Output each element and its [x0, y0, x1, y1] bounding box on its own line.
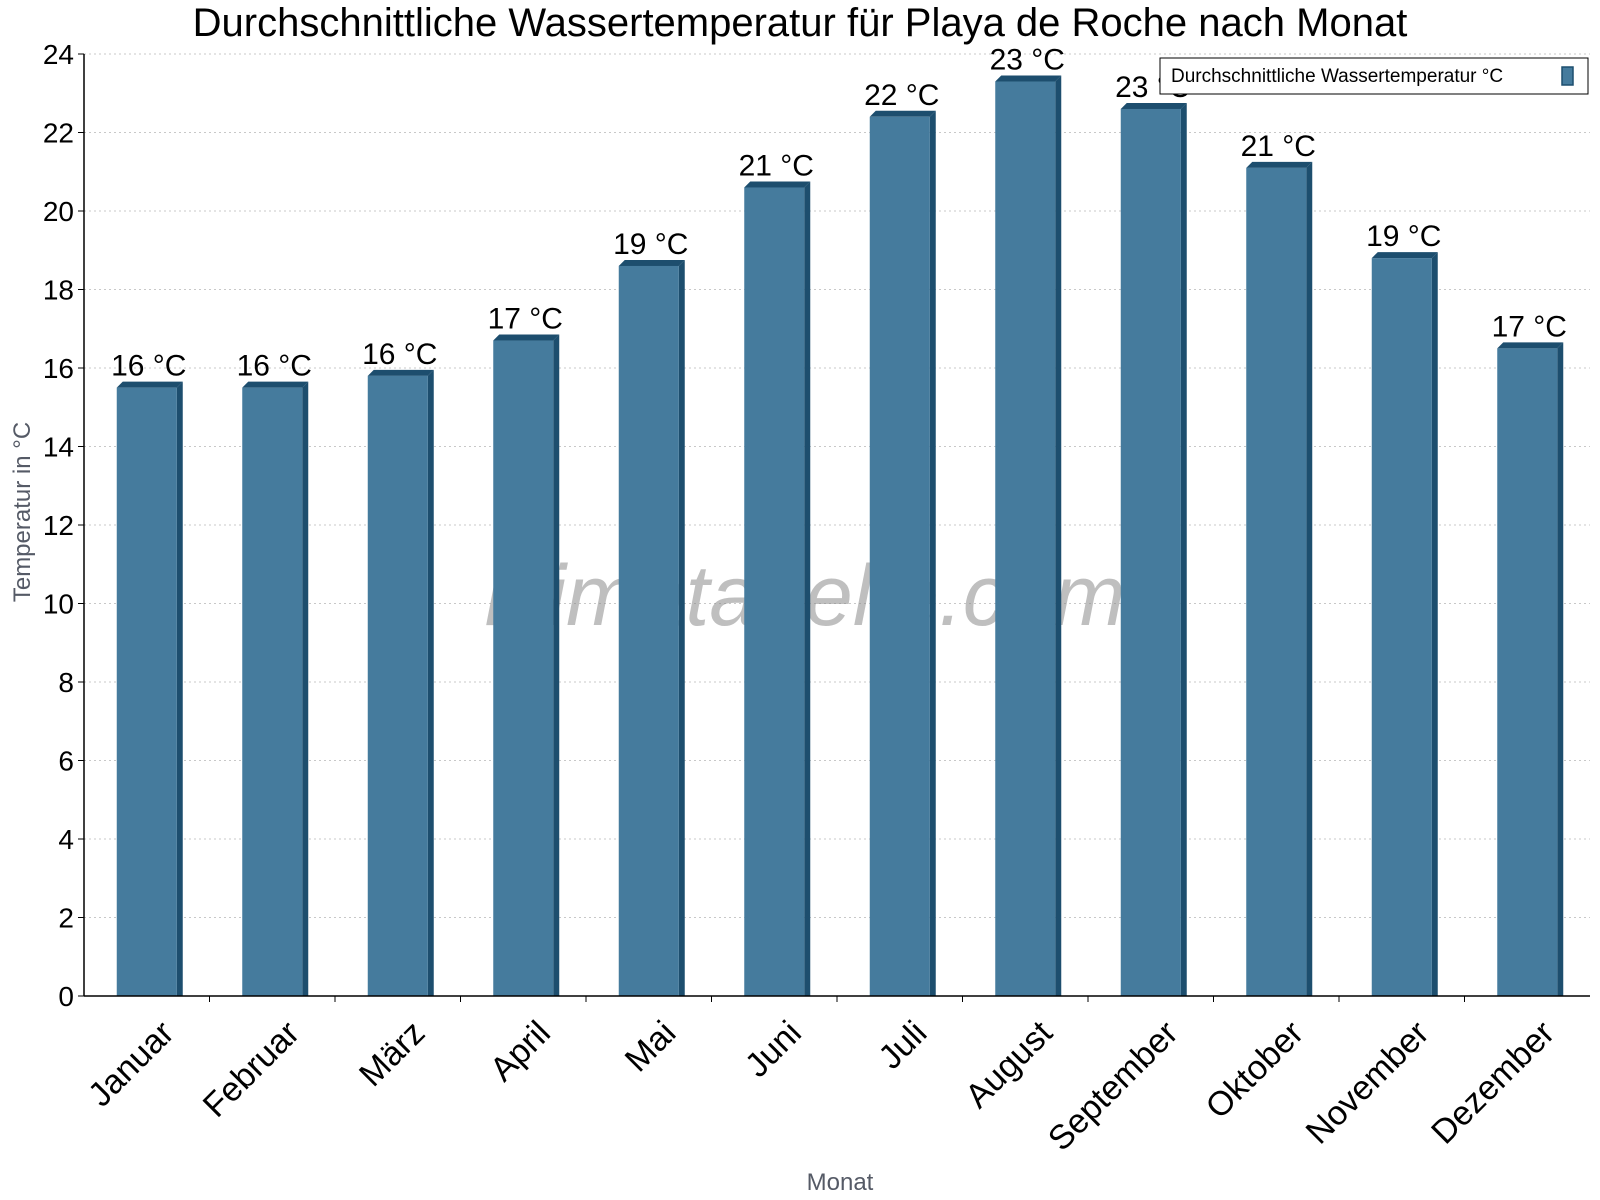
- x-tick-label: April: [483, 1014, 558, 1089]
- bar: [1120, 102, 1187, 996]
- bar-side: [1431, 252, 1438, 997]
- y-tick-label: 10: [43, 589, 74, 620]
- data-label: 19 °C: [613, 228, 688, 261]
- legend-label: Durchschnittliche Wassertemperatur °C: [1171, 66, 1503, 87]
- bar-side: [553, 334, 560, 996]
- data-label: 21 °C: [739, 149, 814, 182]
- data-label: 16 °C: [362, 338, 437, 371]
- bar-side: [427, 369, 434, 997]
- bar-top: [995, 75, 1062, 82]
- legend-swatch: [1561, 66, 1574, 86]
- x-tick-labels: Januar Februar März April Mai Juni Juli AugustS…: [81, 1013, 1562, 1158]
- y-tick-label: 16: [43, 353, 74, 384]
- y-tick-label: 6: [58, 746, 74, 777]
- bar-face: [1497, 348, 1558, 996]
- bar-face: [1120, 108, 1181, 996]
- x-tick-label: Mai: [618, 1014, 684, 1080]
- bar: [744, 181, 811, 996]
- bar-face: [493, 340, 554, 996]
- x-tick-label: Oktober: [1198, 1014, 1310, 1126]
- chart-title: Durchschnittliche Wassertemperatur für P…: [193, 1, 1408, 45]
- bar: [1497, 342, 1564, 996]
- bar: [1246, 161, 1313, 996]
- y-tick-label: 22: [43, 118, 74, 149]
- bar-side: [1306, 161, 1313, 996]
- legend-box: [1159, 57, 1589, 95]
- x-tick-label: Juni: [738, 1014, 809, 1085]
- x-tick-label: August: [958, 1013, 1060, 1115]
- bar-top: [116, 381, 183, 388]
- x-axis-label: Monat: [807, 1169, 874, 1196]
- bar: [493, 334, 560, 996]
- y-tick-label: 20: [43, 196, 74, 227]
- bar-face: [242, 387, 303, 996]
- bar-top: [1246, 161, 1313, 168]
- x-tick-label: November: [1299, 1014, 1437, 1152]
- bar-face: [1371, 258, 1432, 997]
- bar: [618, 259, 685, 996]
- bar-top: [869, 110, 936, 117]
- bar-side: [302, 381, 309, 996]
- data-label: 19 °C: [1366, 220, 1441, 253]
- y-tick-label: 18: [43, 275, 74, 306]
- bar-top: [1120, 102, 1187, 109]
- y-axis-label: Temperatur in °C: [9, 422, 36, 602]
- x-tick-label: Dezember: [1424, 1014, 1562, 1152]
- y-tick-label: 0: [58, 981, 74, 1012]
- x-tick-label: Januar: [81, 1014, 181, 1114]
- data-label: 16 °C: [237, 350, 312, 383]
- bar-face: [116, 387, 177, 996]
- bar-side: [678, 259, 685, 996]
- bar-top: [242, 381, 309, 388]
- y-tick-label: 4: [58, 824, 74, 855]
- data-label: 22 °C: [864, 79, 939, 112]
- bar-side: [1557, 342, 1564, 996]
- bar-side: [176, 381, 183, 996]
- bar-top: [618, 259, 685, 266]
- bar: [367, 369, 434, 997]
- bar: [1371, 252, 1438, 997]
- bar: [116, 381, 183, 996]
- bar-face: [1246, 167, 1307, 996]
- y-tick-label: 14: [43, 432, 74, 463]
- bar-face: [995, 81, 1056, 997]
- y-tick-label: 24: [43, 39, 74, 70]
- y-tick-label: 8: [58, 667, 74, 698]
- bar-side: [1180, 102, 1187, 996]
- gridlines: [84, 53, 1590, 918]
- x-tick-label: September: [1041, 1014, 1185, 1158]
- bar: [995, 75, 1062, 997]
- data-label: 17 °C: [488, 303, 563, 336]
- bar-top: [1371, 252, 1438, 259]
- bar-top: [367, 369, 434, 376]
- bar-face: [744, 187, 805, 996]
- data-label: 23 °C: [990, 43, 1065, 76]
- x-tick-label: Juli: [871, 1014, 934, 1077]
- bar-top: [744, 181, 811, 188]
- x-tick-label: März: [352, 1014, 432, 1094]
- y-tick-label: 2: [58, 903, 74, 934]
- y-tick-label: 12: [43, 510, 74, 541]
- data-label: 16 °C: [111, 350, 186, 383]
- bar-face: [367, 375, 428, 997]
- bar-top: [1497, 342, 1564, 349]
- data-label: 21 °C: [1241, 130, 1316, 163]
- bars: [116, 75, 1564, 997]
- bar: [869, 110, 936, 997]
- legend: Durchschnittliche Wassertemperatur °C: [1159, 57, 1589, 95]
- bar-face: [869, 116, 930, 997]
- bar-side: [804, 181, 811, 996]
- data-label: 17 °C: [1492, 310, 1567, 343]
- bar-side: [929, 110, 936, 997]
- bar-top: [493, 334, 560, 341]
- bar-face: [618, 265, 679, 996]
- bar-side: [1055, 75, 1062, 997]
- x-tick-label: Februar: [196, 1014, 307, 1125]
- axes: [78, 53, 1590, 1002]
- bar: [242, 381, 309, 996]
